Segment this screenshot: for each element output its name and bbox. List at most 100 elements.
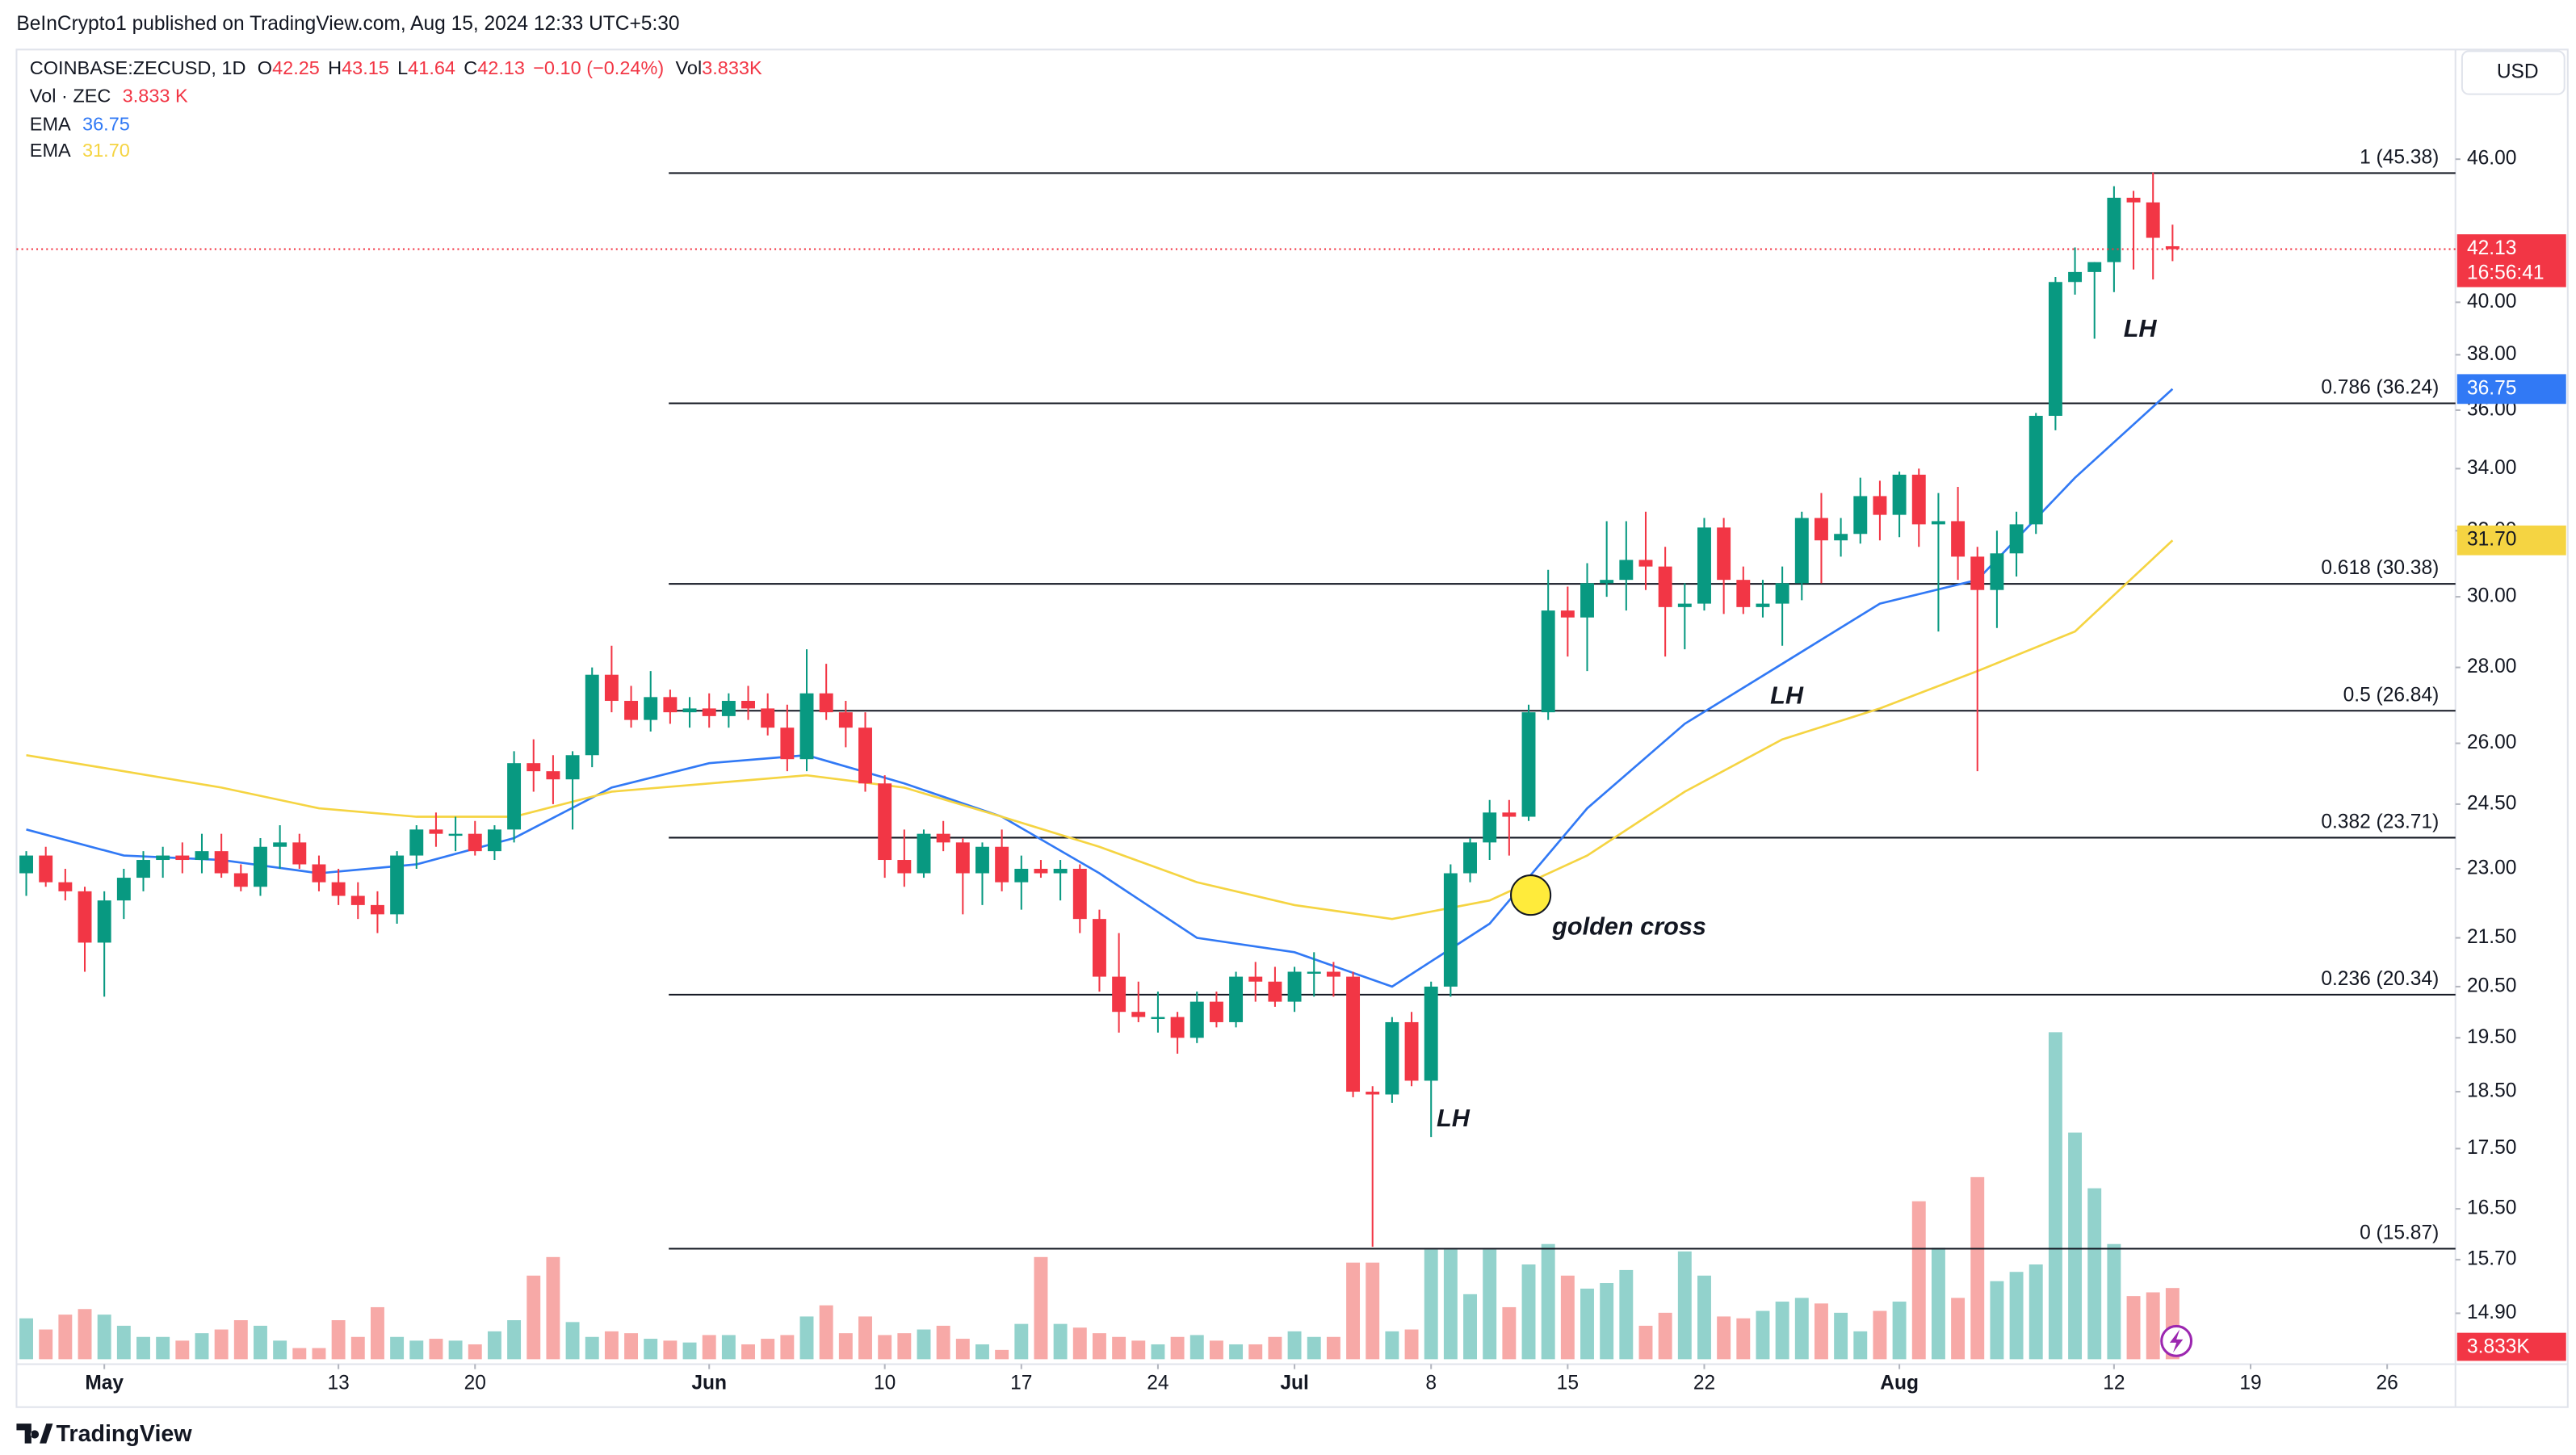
candle-body [1794,518,1809,584]
volume-bar [1151,1344,1165,1360]
volume-bar [429,1339,443,1360]
volume-bar [1541,1243,1555,1360]
candle-body [2028,416,2043,525]
y-tick-label: 15.70 [2467,1248,2516,1270]
candle-body [1248,976,1263,982]
x-tick-label: 15 [1557,1373,1579,1394]
volume-bar [1834,1312,1848,1360]
volume-bar [1268,1336,1282,1360]
fib-label: 0.382 (23.71) [2321,811,2439,833]
volume-bar [2126,1296,2141,1360]
x-tick-label: Aug [1880,1373,1919,1394]
volume-bar [1775,1302,1789,1360]
candle-body [2068,271,2083,283]
volume-bar [1131,1340,1146,1360]
volume-bar [1112,1336,1126,1360]
volume-bar [1366,1262,1380,1360]
ema-price-box-label: 36.75 [2467,377,2516,399]
volume-bar [897,1333,912,1360]
candle-body [448,833,463,837]
candle-body [1443,873,1458,987]
volume-box-label: 3.833K [2467,1336,2530,1358]
candle-body [1717,527,1731,581]
volume-bar [136,1336,150,1360]
candle-body [1034,869,1048,874]
candle-body [1541,610,1555,713]
candle-body [1112,976,1126,1013]
candle-body [955,842,970,874]
chart-frame [15,48,2569,1408]
volume-bar [780,1335,795,1360]
fib-label: 0.5 (26.84) [2343,684,2440,706]
candle-body [1580,583,1594,618]
volume-bar [741,1344,755,1360]
volume-legend-label: Vol · ZEC [30,86,111,107]
candle-body [1014,869,1029,883]
volume-bar [1248,1344,1263,1360]
candle-body [1756,603,1770,607]
volume-bar [78,1309,92,1360]
volume-bar [1326,1336,1340,1360]
brand-name: TradingView [57,1421,193,1447]
y-tick-label: 23.00 [2467,857,2516,878]
volume-bar [214,1329,229,1360]
candle-body [1873,496,1887,515]
currency-button[interactable] [2461,50,2566,95]
currency-label[interactable]: USD [2497,61,2539,82]
volume-bar [1892,1302,1907,1360]
volume-bar [2146,1292,2160,1360]
volume-bar [1189,1335,1204,1360]
volume-bar [1697,1275,1711,1360]
candle-body [1892,474,1907,515]
candle-body [312,864,326,883]
y-tick-label: 20.50 [2467,975,2516,996]
volume-bar [644,1339,658,1360]
ema-legend: EMA 31.70 [30,140,130,161]
candle-body [292,842,307,865]
candle-body [1151,1017,1165,1020]
candle-body [39,855,53,883]
candle-body [2009,524,2024,554]
candle-body [565,755,580,780]
volume-bar [1502,1306,1517,1360]
low-label: L [397,57,408,78]
x-tick-label: 20 [464,1373,486,1394]
volume-bar [682,1342,697,1360]
x-tick-label: 19 [2239,1373,2261,1394]
candle-body [1170,1017,1185,1038]
candle-body [1911,474,1926,525]
candle-body [116,878,131,901]
candle-body [1131,1012,1146,1017]
volume-bar [156,1336,170,1360]
x-tick-label: 26 [2377,1373,2398,1394]
volume-bar [409,1340,424,1360]
candle-body [1287,971,1302,1002]
candle-body [1834,534,1848,541]
fib-label: 0.786 (36.24) [2321,377,2439,399]
y-tick-label: 28.00 [2467,656,2516,677]
volume-bar [1014,1323,1029,1360]
volume-bar [838,1333,853,1360]
volume-bar [1463,1294,1477,1360]
candle-body [1521,712,1536,817]
x-tick-label: 17 [1010,1373,1032,1394]
candle-body [838,712,853,728]
annotation: LH [2124,315,2158,342]
candle-body [1638,560,1653,567]
x-tick-label: 13 [327,1373,349,1394]
volume-bar [1911,1201,1926,1360]
candle-body [1697,527,1711,604]
y-tick-label: 40.00 [2467,291,2516,312]
volume-bar [1873,1310,1887,1360]
annotation: LH [1437,1105,1471,1132]
candle-body [585,674,599,756]
y-tick-label: 14.90 [2467,1302,2516,1323]
candle-body [1600,580,1614,584]
candle-body [1853,496,1868,535]
x-tick-label: May [85,1373,124,1394]
last-price-box-label: 42.13 [2467,237,2516,259]
ema-line [26,539,2174,920]
candle-body [1366,1092,1380,1095]
candle-body [2107,197,2121,262]
